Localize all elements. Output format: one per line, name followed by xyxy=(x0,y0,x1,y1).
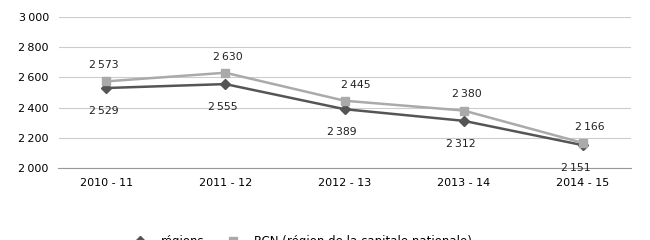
Text: 2 151: 2 151 xyxy=(561,163,591,173)
Text: 2 573: 2 573 xyxy=(88,60,118,70)
Text: 2 630: 2 630 xyxy=(213,52,243,62)
Text: 2 555: 2 555 xyxy=(208,102,237,112)
Text: 2 529: 2 529 xyxy=(88,106,118,116)
Text: 2 380: 2 380 xyxy=(452,90,481,99)
Legend: régions, RCN (région de la capitale nationale): régions, RCN (région de la capitale nati… xyxy=(121,230,476,240)
Text: 2 166: 2 166 xyxy=(575,122,604,132)
Text: 2 445: 2 445 xyxy=(341,80,370,90)
Text: 2 312: 2 312 xyxy=(446,139,476,149)
Text: 2 389: 2 389 xyxy=(327,127,357,137)
